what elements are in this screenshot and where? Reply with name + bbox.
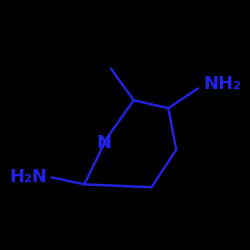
Text: N: N (96, 134, 112, 152)
Text: H₂N: H₂N (10, 168, 48, 186)
Text: NH₂: NH₂ (203, 76, 241, 94)
